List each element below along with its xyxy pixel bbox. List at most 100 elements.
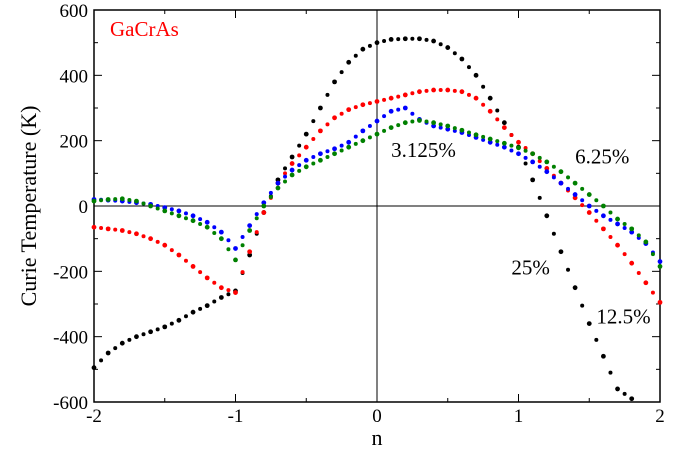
x-tick-label: 2 (655, 406, 665, 427)
data-point (516, 139, 521, 145)
data-point (530, 159, 536, 165)
data-point-mid (495, 117, 500, 122)
data-point-mid (509, 143, 514, 148)
data-point (516, 145, 521, 151)
data-point-mid (183, 314, 188, 319)
data-point-mid (283, 179, 288, 184)
data-point (105, 350, 111, 356)
y-tick-label: 400 (60, 66, 89, 87)
data-point-mid (481, 102, 486, 107)
data-point-mid (254, 230, 259, 235)
data-point-mid (509, 132, 514, 137)
data-point (247, 223, 253, 229)
data-point-mid (410, 119, 415, 124)
data-point-mid (198, 306, 203, 311)
data-point (629, 260, 635, 266)
data-point-mid (382, 97, 387, 102)
data-point (275, 185, 281, 191)
data-point-mid (580, 203, 585, 208)
data-point-mid (495, 108, 500, 113)
data-point-mid (141, 332, 146, 337)
data-point-mid (424, 37, 429, 42)
data-point (261, 210, 267, 215)
data-point (176, 317, 182, 323)
data-point-mid (396, 123, 401, 128)
data-point-mid (523, 161, 528, 166)
data-point (501, 144, 507, 150)
data-point (289, 161, 295, 166)
series-annotation: 12.5% (596, 305, 650, 329)
data-point-mid (311, 119, 316, 124)
data-point (459, 89, 465, 95)
data-point (176, 252, 182, 258)
data-point-mid (452, 88, 457, 93)
data-point (601, 203, 606, 209)
data-point (119, 228, 125, 233)
data-point (346, 144, 352, 150)
x-tick-label: 1 (514, 406, 524, 427)
data-point (388, 108, 394, 114)
data-point-mid (141, 201, 146, 206)
data-point (190, 213, 196, 219)
data-point (601, 226, 606, 232)
data-point-mid (155, 327, 160, 332)
data-point-mid (495, 142, 500, 147)
data-point-mid (410, 111, 415, 116)
data-point-mid (481, 134, 486, 139)
data-point-mid (551, 164, 556, 169)
y-tick-label: 200 (60, 132, 89, 153)
data-point-mid (452, 126, 457, 131)
data-point (402, 105, 408, 111)
data-point-mid (311, 161, 316, 166)
data-point-mid (297, 153, 302, 158)
data-point-mid (99, 358, 104, 363)
data-point (289, 167, 295, 173)
data-point (218, 295, 224, 300)
data-point (388, 37, 394, 42)
data-point-mid (438, 125, 443, 130)
data-point (360, 46, 366, 52)
y-tick-label: 600 (60, 1, 89, 22)
data-point (501, 125, 507, 130)
data-point (629, 396, 635, 402)
data-point-mid (183, 216, 188, 221)
data-point (119, 196, 125, 202)
data-point-mid (212, 230, 217, 235)
data-point-mid (183, 258, 188, 263)
data-point-mid (580, 198, 585, 203)
data-point (586, 210, 592, 215)
data-point (615, 386, 620, 392)
data-point-mid (283, 174, 288, 179)
data-point-mid (297, 168, 302, 173)
data-point (445, 45, 451, 50)
data-point-mid (523, 155, 528, 160)
data-point (318, 151, 323, 157)
data-point-mid (566, 186, 571, 191)
data-point (374, 40, 380, 46)
data-point-mid (382, 128, 387, 133)
data-point-mid (169, 211, 174, 216)
data-point (615, 221, 620, 227)
series-3-125- (91, 118, 663, 269)
data-point (473, 95, 479, 101)
y-tick-label: -200 (53, 262, 88, 283)
data-point-mid (396, 107, 401, 112)
data-point-mid (353, 105, 358, 110)
data-point (303, 131, 309, 137)
data-point-mid (353, 141, 358, 146)
data-point (487, 136, 493, 142)
data-point (134, 334, 139, 340)
data-point (530, 151, 536, 157)
data-point-mid (466, 130, 471, 135)
data-point (204, 219, 210, 225)
data-point (601, 213, 606, 219)
data-point-mid (283, 166, 288, 171)
data-point (459, 127, 465, 133)
data-point-mid (523, 146, 528, 151)
data-point (289, 172, 295, 178)
y-axis-title: Curie Temperature (K) (16, 106, 41, 307)
data-point (374, 118, 380, 124)
data-point-mid (127, 337, 132, 342)
data-point-mid (622, 252, 627, 257)
